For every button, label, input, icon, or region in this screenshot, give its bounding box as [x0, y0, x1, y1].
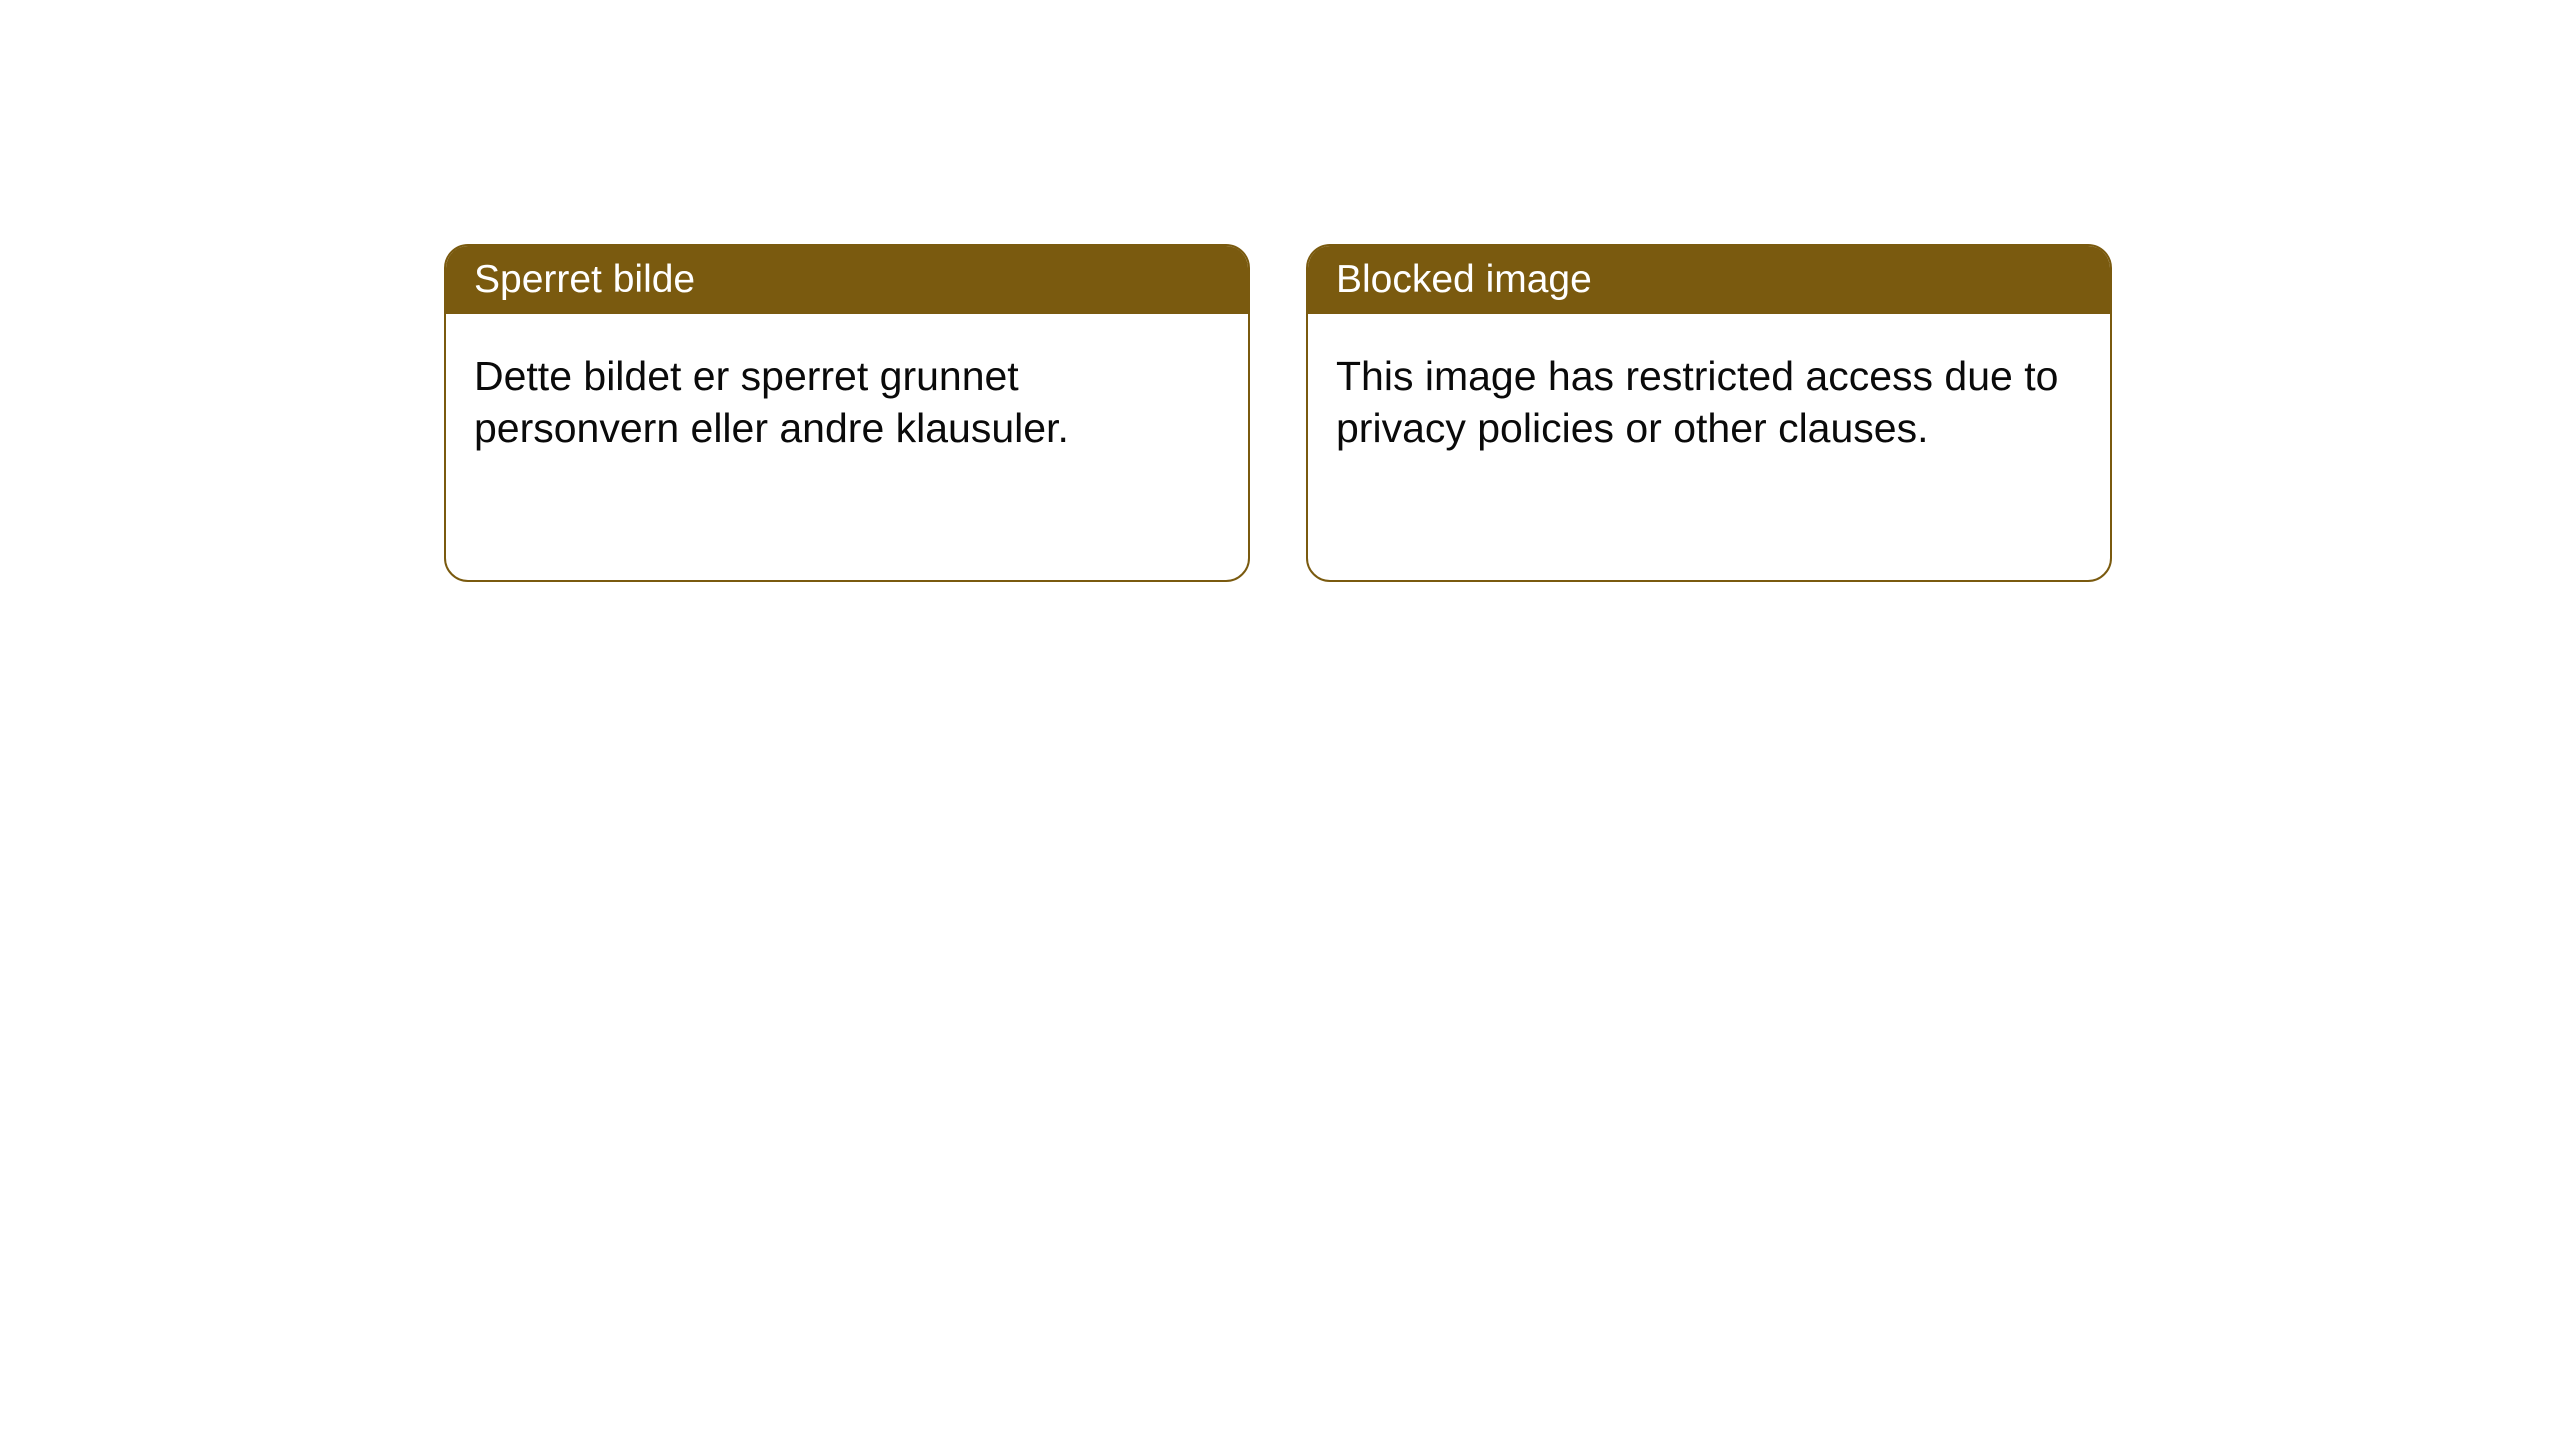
card-body-text: Dette bildet er sperret grunnet personve…: [474, 353, 1069, 451]
card-header: Blocked image: [1308, 246, 2110, 314]
notice-cards-row: Sperret bilde Dette bildet er sperret gr…: [0, 0, 2560, 582]
card-title: Blocked image: [1336, 258, 1592, 301]
card-header: Sperret bilde: [446, 246, 1248, 314]
blocked-image-card-no: Sperret bilde Dette bildet er sperret gr…: [444, 244, 1250, 582]
card-body-text: This image has restricted access due to …: [1336, 353, 2058, 451]
card-body: This image has restricted access due to …: [1308, 314, 2110, 491]
card-title: Sperret bilde: [474, 258, 695, 301]
card-body: Dette bildet er sperret grunnet personve…: [446, 314, 1248, 491]
blocked-image-card-en: Blocked image This image has restricted …: [1306, 244, 2112, 582]
